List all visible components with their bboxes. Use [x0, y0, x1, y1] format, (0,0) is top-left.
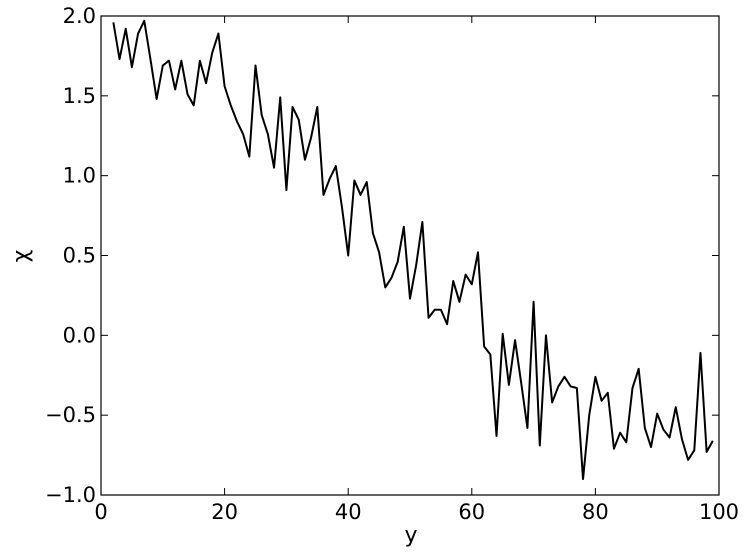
y-tick-label: −0.5: [45, 403, 96, 427]
series-line-group: [112, 19, 714, 481]
y-axis-label: χ: [9, 249, 34, 262]
x-tick-label: 80: [582, 500, 609, 524]
y-tick-label: −1.0: [45, 483, 96, 507]
y-tick-label: 0.5: [63, 244, 96, 268]
x-tick-label: 0: [94, 500, 107, 524]
plot-frame: [100, 15, 720, 496]
x-tick-label: 20: [211, 500, 238, 524]
x-axis: 0 20 40 60 80 100: [94, 16, 739, 524]
y-axis: −1.0 −0.5 0.0 0.5 1.0 1.5 2.0: [45, 4, 719, 507]
x-tick-label: 60: [458, 500, 485, 524]
y-tick-label: 2.0: [63, 4, 96, 28]
plot-area: [100, 15, 720, 496]
x-tick-label: 40: [335, 500, 362, 524]
y-tick-label: 0.0: [63, 323, 96, 347]
series-line: [112, 19, 714, 481]
x-tick-label: 100: [699, 500, 739, 524]
x-axis-label: y: [404, 523, 417, 548]
y-tick-label: 1.0: [63, 164, 96, 188]
y-tick-label: 1.5: [63, 84, 96, 108]
